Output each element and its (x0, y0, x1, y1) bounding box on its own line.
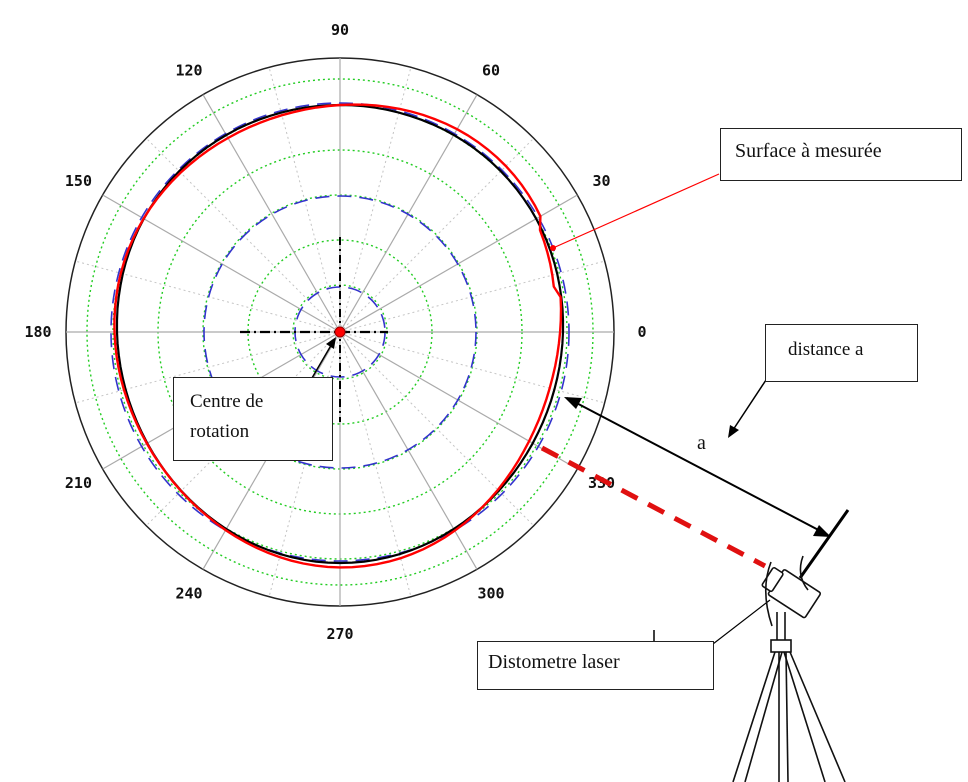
angle-label-90: 90 (331, 21, 349, 39)
black-profile-curve (115, 103, 565, 565)
distance-arrow (564, 397, 831, 537)
target-plate (798, 509, 850, 579)
spoke-line (339, 194, 578, 333)
angle-label-180: 180 (24, 323, 51, 341)
angle-label-0: 0 (637, 323, 646, 341)
minor-spoke-line (339, 260, 605, 333)
angle-label-270: 270 (326, 625, 353, 643)
surface-leader-line (552, 173, 720, 249)
distance-leader-arrow (728, 379, 767, 438)
angle-label-30: 30 (593, 172, 611, 190)
surface-leader-dot (550, 245, 556, 251)
rotation-center-marker (334, 326, 346, 338)
blue-dashed-circle (110, 102, 570, 562)
centre-label-line1: Centre de (190, 391, 264, 412)
centre-callout: Centre de rotation (173, 377, 333, 461)
centre-leader-arrow (311, 337, 336, 379)
spoke-line (102, 194, 341, 333)
angle-label-210: 210 (65, 474, 92, 492)
surface-callout: Surface à mesurée (720, 128, 962, 181)
laser-label: Distometre laser (488, 651, 620, 673)
measured-profiles (113, 103, 565, 569)
minor-spoke-line (145, 137, 341, 333)
minor-spoke-line (75, 331, 341, 404)
surface-label: Surface à mesurée (735, 140, 882, 162)
angle-label-60: 60 (482, 61, 500, 79)
minor-spoke-line (339, 331, 412, 597)
spoke-line (339, 331, 478, 570)
minor-spoke-line (268, 331, 341, 597)
spoke-line (339, 331, 578, 470)
angle-label-240: 240 (175, 585, 202, 603)
laser-beam (540, 445, 767, 569)
red-profile-curve (113, 103, 563, 569)
minor-spoke-line (339, 331, 535, 527)
spoke-line (339, 94, 478, 333)
tripod-icon (732, 639, 846, 782)
distance-a-label: a (697, 432, 706, 454)
laser-callout: Distometre laser (477, 641, 714, 690)
angle-label-120: 120 (175, 61, 202, 79)
centre-label-line2: rotation (190, 421, 250, 442)
distance-label: distance a (788, 339, 864, 360)
angle-label-150: 150 (65, 172, 92, 190)
angle-label-300: 300 (477, 585, 504, 603)
minor-spoke-line (339, 331, 605, 404)
spoke-line (202, 94, 341, 333)
minor-spoke-line (339, 137, 535, 333)
laser-distometer-device (761, 555, 822, 640)
distance-callout: distance a (765, 324, 918, 382)
blue-dashed-circle (203, 195, 477, 469)
minor-spoke-line (75, 260, 341, 333)
